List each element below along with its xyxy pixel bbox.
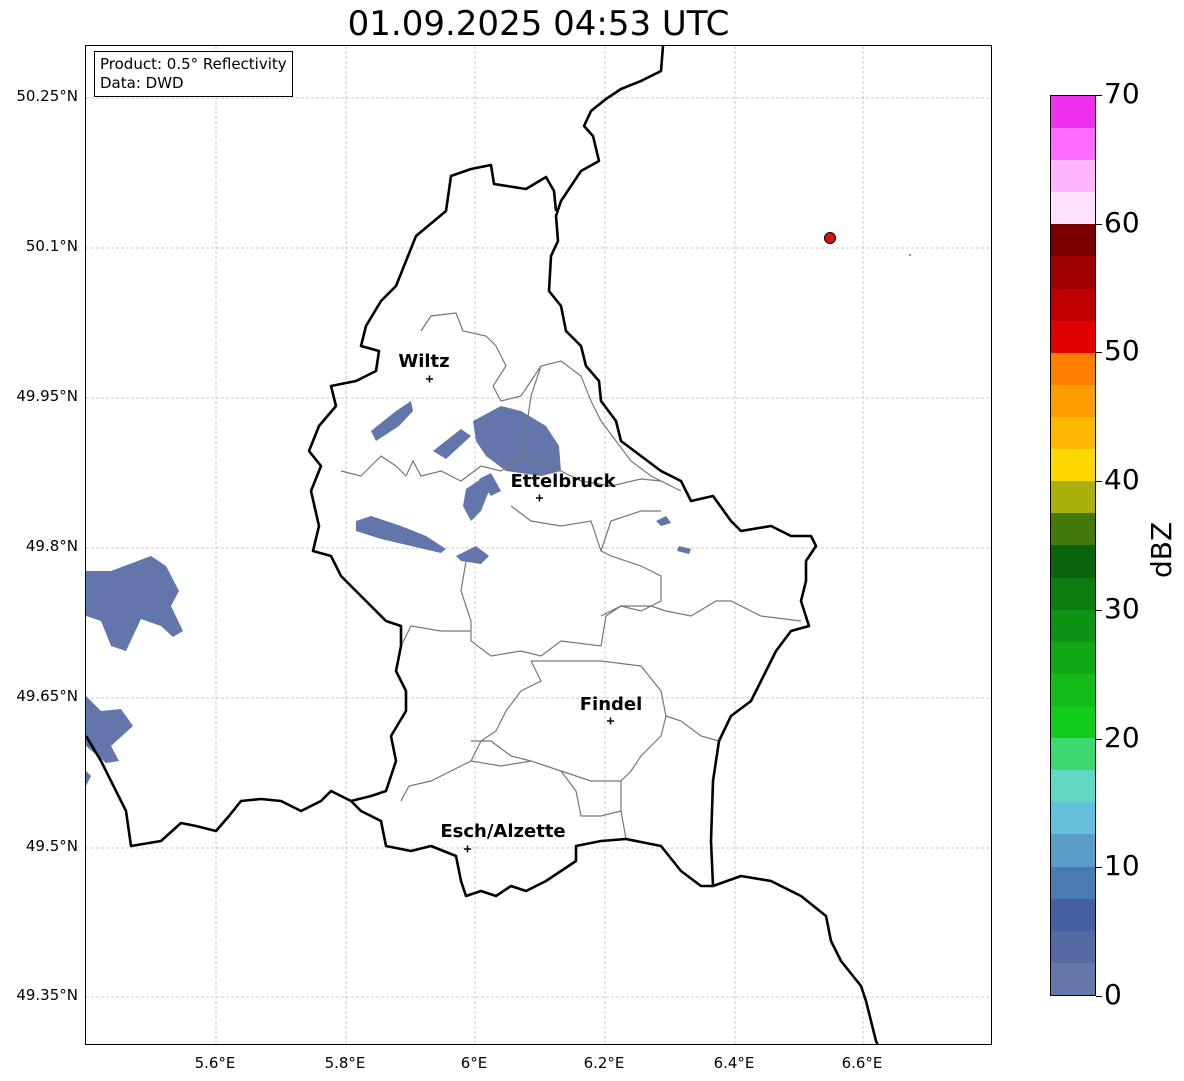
colorbar-tick [1096,481,1102,483]
lon-label: 5.8°E [324,1054,366,1072]
map-panel [85,45,992,1045]
colorbar-tick-label: 30 [1104,591,1140,625]
lat-label: 49.95°N [16,387,78,405]
colorbar-tick [1096,609,1102,611]
colorbar-band [1051,577,1095,610]
echo-cell [656,516,671,526]
lon-label: 5.6°E [194,1054,236,1072]
city-label-esch-alzette: Esch/Alzette [440,821,566,842]
colorbar-band [1051,513,1095,546]
lat-label: 49.8°N [25,537,78,555]
city-marker-findel [607,717,614,725]
city-markers [426,375,614,853]
colorbar-band [1051,160,1095,193]
map-svg [86,46,991,1044]
echo-cell [463,479,489,521]
colorbar-tick [1096,223,1102,225]
colorbar-tick-label: 10 [1104,849,1140,883]
colorbar-band [1051,706,1095,739]
lon-label: 6.6°E [841,1054,883,1072]
radar-echoes [86,401,691,786]
echo-cell [86,696,133,763]
lat-label: 50.1°N [25,237,78,255]
lat-label: 49.5°N [25,837,78,855]
colorbar-band [1051,545,1095,578]
echo-cell [479,473,501,496]
data-source-label: Data: DWD [100,74,184,92]
colorbar-band [1051,802,1095,835]
colorbar-band [1051,449,1095,482]
colorbar-tick-label: 0 [1104,978,1122,1011]
echo-cell [86,771,91,786]
city-label-wiltz: Wiltz [398,351,450,372]
product-label: Product: 0.5° Reflectivity [100,55,287,73]
city-label-findel: Findel [579,694,643,715]
colorbar-tick-label: 20 [1104,720,1140,754]
echo-speck [909,254,911,256]
lon-label: 6°E [460,1054,488,1072]
colorbar-band [1051,930,1095,963]
city-marker-wiltz [426,375,433,383]
colorbar-tick-label: 60 [1104,205,1140,239]
echo-cell [356,516,446,553]
echo-cell [677,546,691,554]
lon-label: 6.2°E [583,1054,625,1072]
colorbar-band [1051,417,1095,450]
colorbar-band [1051,256,1095,289]
colorbar-band [1051,192,1095,225]
figure-title: 01.09.2025 04:53 UTC [347,4,730,44]
gridlines [86,46,991,1044]
colorbar-band [1051,898,1095,931]
lat-label: 50.25°N [16,87,78,105]
colorbar-band [1051,288,1095,321]
colorbar-tick-label: 70 [1104,77,1140,110]
canton-borders [340,312,802,840]
echo-cell [456,546,489,564]
colorbar-band [1051,384,1095,418]
city-label-ettelbruck: Ettelbruck [510,471,616,492]
city-marker-ettelbruck [536,494,543,502]
colorbar-band [1051,834,1095,867]
colorbar-tick-label: 40 [1104,463,1140,497]
colorbar-band [1051,481,1095,514]
colorbar-band [1051,738,1095,771]
colorbar-band [1051,95,1095,129]
colorbar-band [1051,128,1095,161]
lat-label: 49.65°N [16,687,78,705]
colorbar-band [1051,673,1095,707]
lat-label: 49.35°N [16,986,78,1004]
colorbar-band [1051,320,1095,353]
colorbar-tick [1096,352,1102,354]
country-borders [86,46,879,1044]
colorbar [1050,95,1096,996]
colorbar-band [1051,770,1095,803]
echo-cell [433,429,471,459]
colorbar-band [1051,962,1095,995]
colorbar-tick-label: 50 [1104,334,1140,368]
city-marker-esch [464,845,471,853]
colorbar-band [1051,352,1095,385]
colorbar-band [1051,609,1095,642]
echo-cell [473,406,561,476]
product-info-box: Product: 0.5° Reflectivity Data: DWD [94,51,293,97]
colorbar-tick [1096,996,1102,997]
radar-site-marker [824,232,836,244]
colorbar-band [1051,224,1095,257]
echo-cell [86,556,183,651]
colorbar-tick [1096,867,1102,869]
colorbar-band [1051,641,1095,674]
echo-cell [371,401,413,441]
colorbar-tick [1096,738,1102,740]
colorbar-unit-label: dBZ [1145,521,1178,578]
lon-label: 6.4°E [713,1054,755,1072]
colorbar-band [1051,866,1095,899]
colorbar-tick [1096,95,1102,96]
